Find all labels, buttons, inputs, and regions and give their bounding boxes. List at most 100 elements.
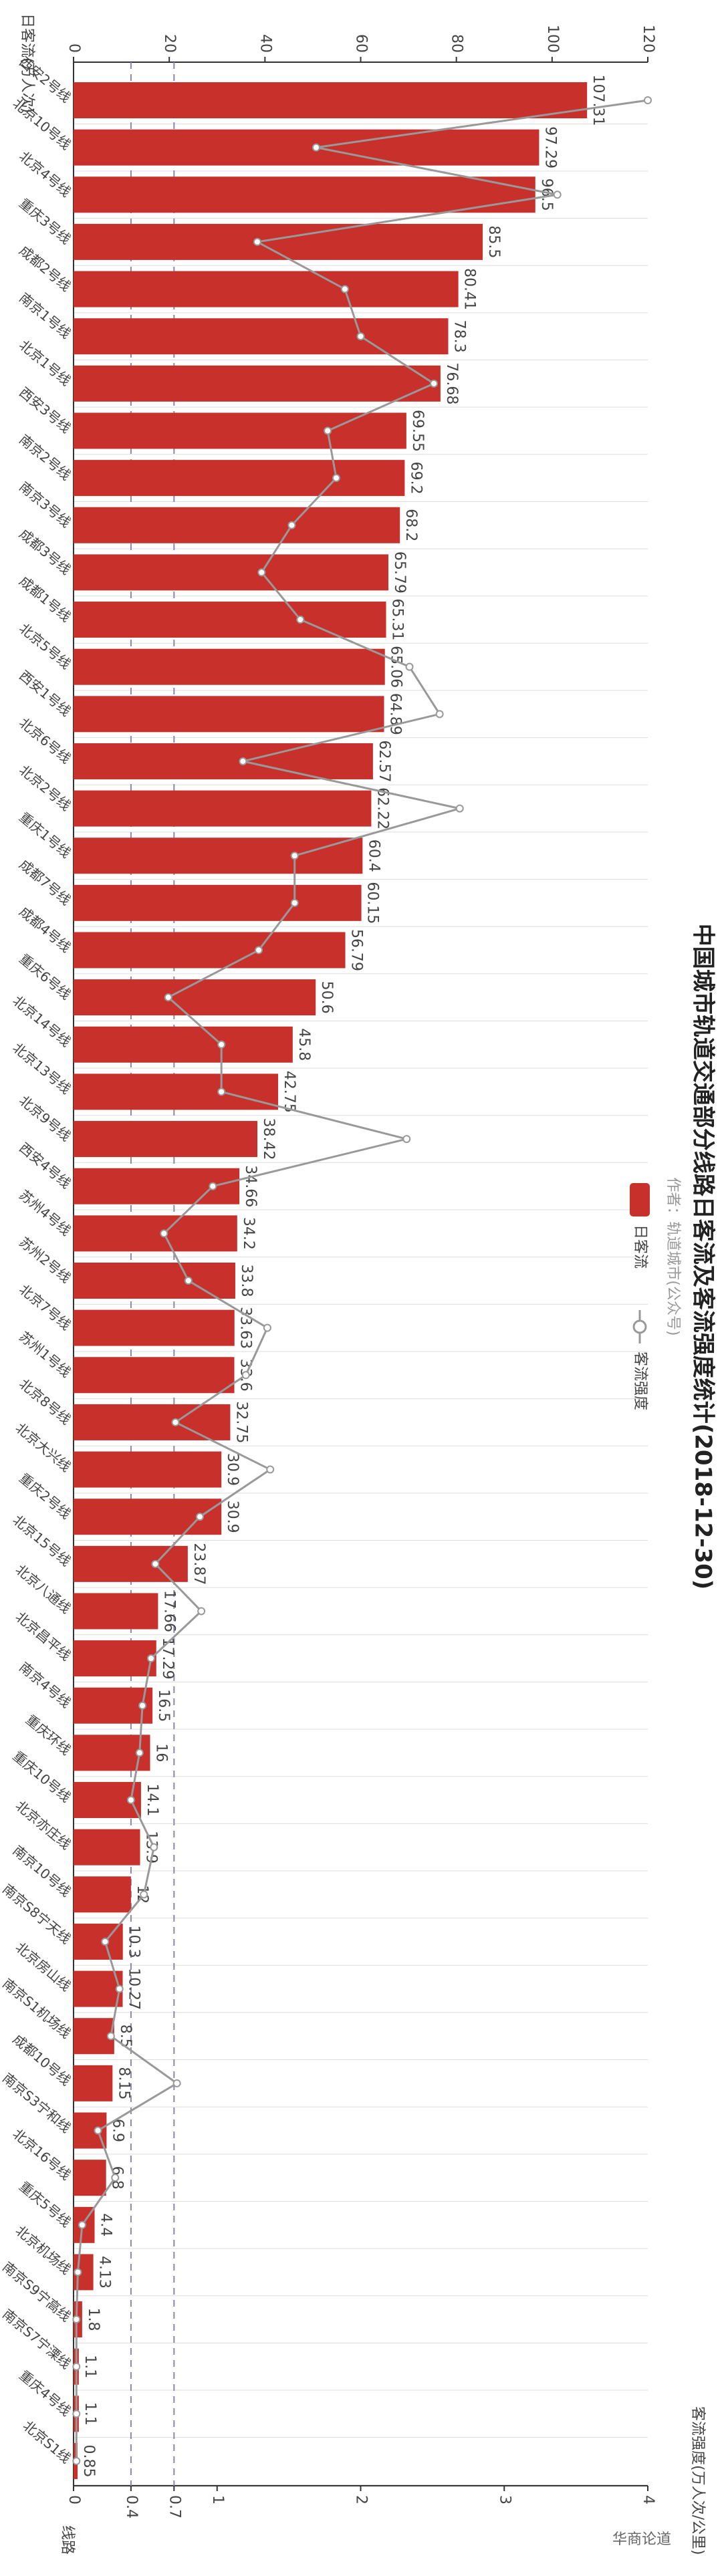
bar bbox=[74, 271, 459, 307]
point bbox=[405, 662, 414, 671]
value-label: 60.15 bbox=[364, 882, 381, 924]
y-tick-label: 苏州2号线 bbox=[16, 1234, 74, 1286]
value-label: 4.4 bbox=[97, 2213, 114, 2236]
bar bbox=[74, 1357, 235, 1394]
y-tick-label: 成都1号线 bbox=[16, 573, 74, 625]
value-label: 10.27 bbox=[126, 1968, 142, 2010]
value-label: 17.66 bbox=[160, 1590, 177, 1632]
bar bbox=[74, 1970, 123, 2007]
bar bbox=[74, 412, 406, 449]
value-label: 85.5 bbox=[485, 225, 502, 258]
watermark: 华商论道 bbox=[612, 2531, 671, 2548]
value-label: 69.55 bbox=[409, 410, 426, 452]
bar bbox=[74, 602, 386, 638]
x2-tick-label: 0.7 bbox=[166, 2495, 183, 2519]
value-label: 1.8 bbox=[85, 2308, 102, 2331]
bar bbox=[74, 1545, 188, 1582]
x-tick-label: 120 bbox=[640, 25, 656, 53]
y-tick-label: 苏州1号线 bbox=[16, 1328, 74, 1380]
bar bbox=[74, 554, 388, 591]
bar bbox=[74, 223, 483, 260]
point bbox=[171, 1418, 180, 1426]
y-tick-label: 西安1号线 bbox=[16, 667, 74, 719]
bar bbox=[74, 1309, 235, 1346]
y-tick-label: 南京4号线 bbox=[16, 1659, 74, 1711]
point bbox=[296, 616, 305, 624]
point bbox=[74, 2268, 82, 2277]
point bbox=[111, 2174, 120, 2182]
y-tick-label: 北京大兴线 bbox=[13, 1420, 74, 1475]
bar bbox=[74, 1593, 158, 1630]
point bbox=[553, 190, 562, 199]
value-label: 107.31 bbox=[590, 75, 606, 126]
value-label: 4.13 bbox=[96, 2256, 113, 2289]
bar bbox=[74, 1640, 156, 1677]
bar bbox=[74, 2160, 106, 2196]
x-tick-label: 80 bbox=[449, 34, 465, 53]
y-tick-label: 南京3号线 bbox=[16, 479, 74, 531]
y-tick-label: 北京八通线 bbox=[13, 1561, 74, 1617]
point bbox=[146, 1654, 155, 1663]
bar bbox=[74, 1451, 222, 1488]
y-tick-label: 北京1号线 bbox=[16, 337, 74, 389]
bar bbox=[74, 979, 316, 1016]
chart-subtitle: 作者：轨道城市(公众号) bbox=[665, 1177, 681, 1335]
chart-title: 中国城市轨道交通部分线路日客流及客流强度统计(2018-12-30) bbox=[690, 924, 717, 1590]
value-label: 56.79 bbox=[348, 929, 365, 971]
point bbox=[72, 2457, 81, 2465]
x2-tick-label: 3 bbox=[496, 2495, 513, 2504]
value-label: 33.8 bbox=[238, 1265, 255, 1297]
legend-swatch bbox=[630, 1183, 650, 1216]
point bbox=[402, 1135, 411, 1144]
bar bbox=[74, 1876, 131, 1913]
point bbox=[239, 757, 247, 765]
value-label: 10.3 bbox=[126, 1925, 142, 1958]
y-tick-label: 重庆4号线 bbox=[16, 2367, 74, 2419]
bar bbox=[74, 1404, 231, 1440]
point bbox=[209, 1182, 217, 1190]
x-tick-label: 60 bbox=[353, 34, 370, 53]
legend-label: 客流强度 bbox=[632, 1351, 648, 1410]
point bbox=[150, 1843, 158, 1851]
value-label: 78.3 bbox=[451, 320, 467, 353]
x2-tick-label: 1 bbox=[209, 2495, 226, 2504]
x2-tick-label: 0 bbox=[66, 2495, 82, 2504]
point bbox=[126, 1796, 135, 1805]
y-tick-label: 北京9号线 bbox=[16, 1092, 74, 1144]
point bbox=[197, 1607, 206, 1616]
x-axis-label: 日客流(万人次) bbox=[19, 13, 35, 113]
y-tick-label: 成都7号线 bbox=[16, 856, 74, 908]
value-label: 38.42 bbox=[260, 1118, 277, 1160]
point bbox=[312, 143, 320, 152]
legend-label: 日客流 bbox=[632, 1225, 648, 1269]
x2-tick-label: 0.4 bbox=[123, 2495, 140, 2519]
bar bbox=[74, 1121, 258, 1158]
bar bbox=[74, 318, 449, 355]
value-label: 23.87 bbox=[191, 1543, 207, 1585]
point bbox=[340, 285, 349, 293]
y-tick-label: 北京5号线 bbox=[16, 620, 74, 672]
y-tick-label: 重庆1号线 bbox=[16, 809, 74, 861]
value-label: 8.15 bbox=[115, 2067, 132, 2099]
value-label: 80.41 bbox=[461, 268, 478, 310]
x-tick-label: 40 bbox=[257, 34, 273, 53]
point bbox=[78, 2220, 86, 2229]
y-tick-label: 北京7号线 bbox=[16, 1281, 74, 1333]
value-label: 69.2 bbox=[407, 462, 424, 495]
point bbox=[356, 332, 365, 341]
y-tick-label: 重庆2号线 bbox=[16, 1470, 74, 1522]
bar bbox=[74, 884, 362, 921]
point bbox=[164, 993, 172, 1002]
bar bbox=[74, 838, 363, 874]
bar bbox=[74, 1829, 140, 1865]
point bbox=[94, 2126, 102, 2135]
point bbox=[241, 1371, 250, 1380]
bar bbox=[74, 460, 405, 497]
point bbox=[72, 2410, 81, 2418]
value-label: 16.5 bbox=[155, 1689, 172, 1722]
value-label: 60.4 bbox=[365, 840, 382, 872]
bar bbox=[74, 1215, 237, 1252]
point bbox=[644, 96, 652, 104]
bar bbox=[74, 932, 346, 969]
